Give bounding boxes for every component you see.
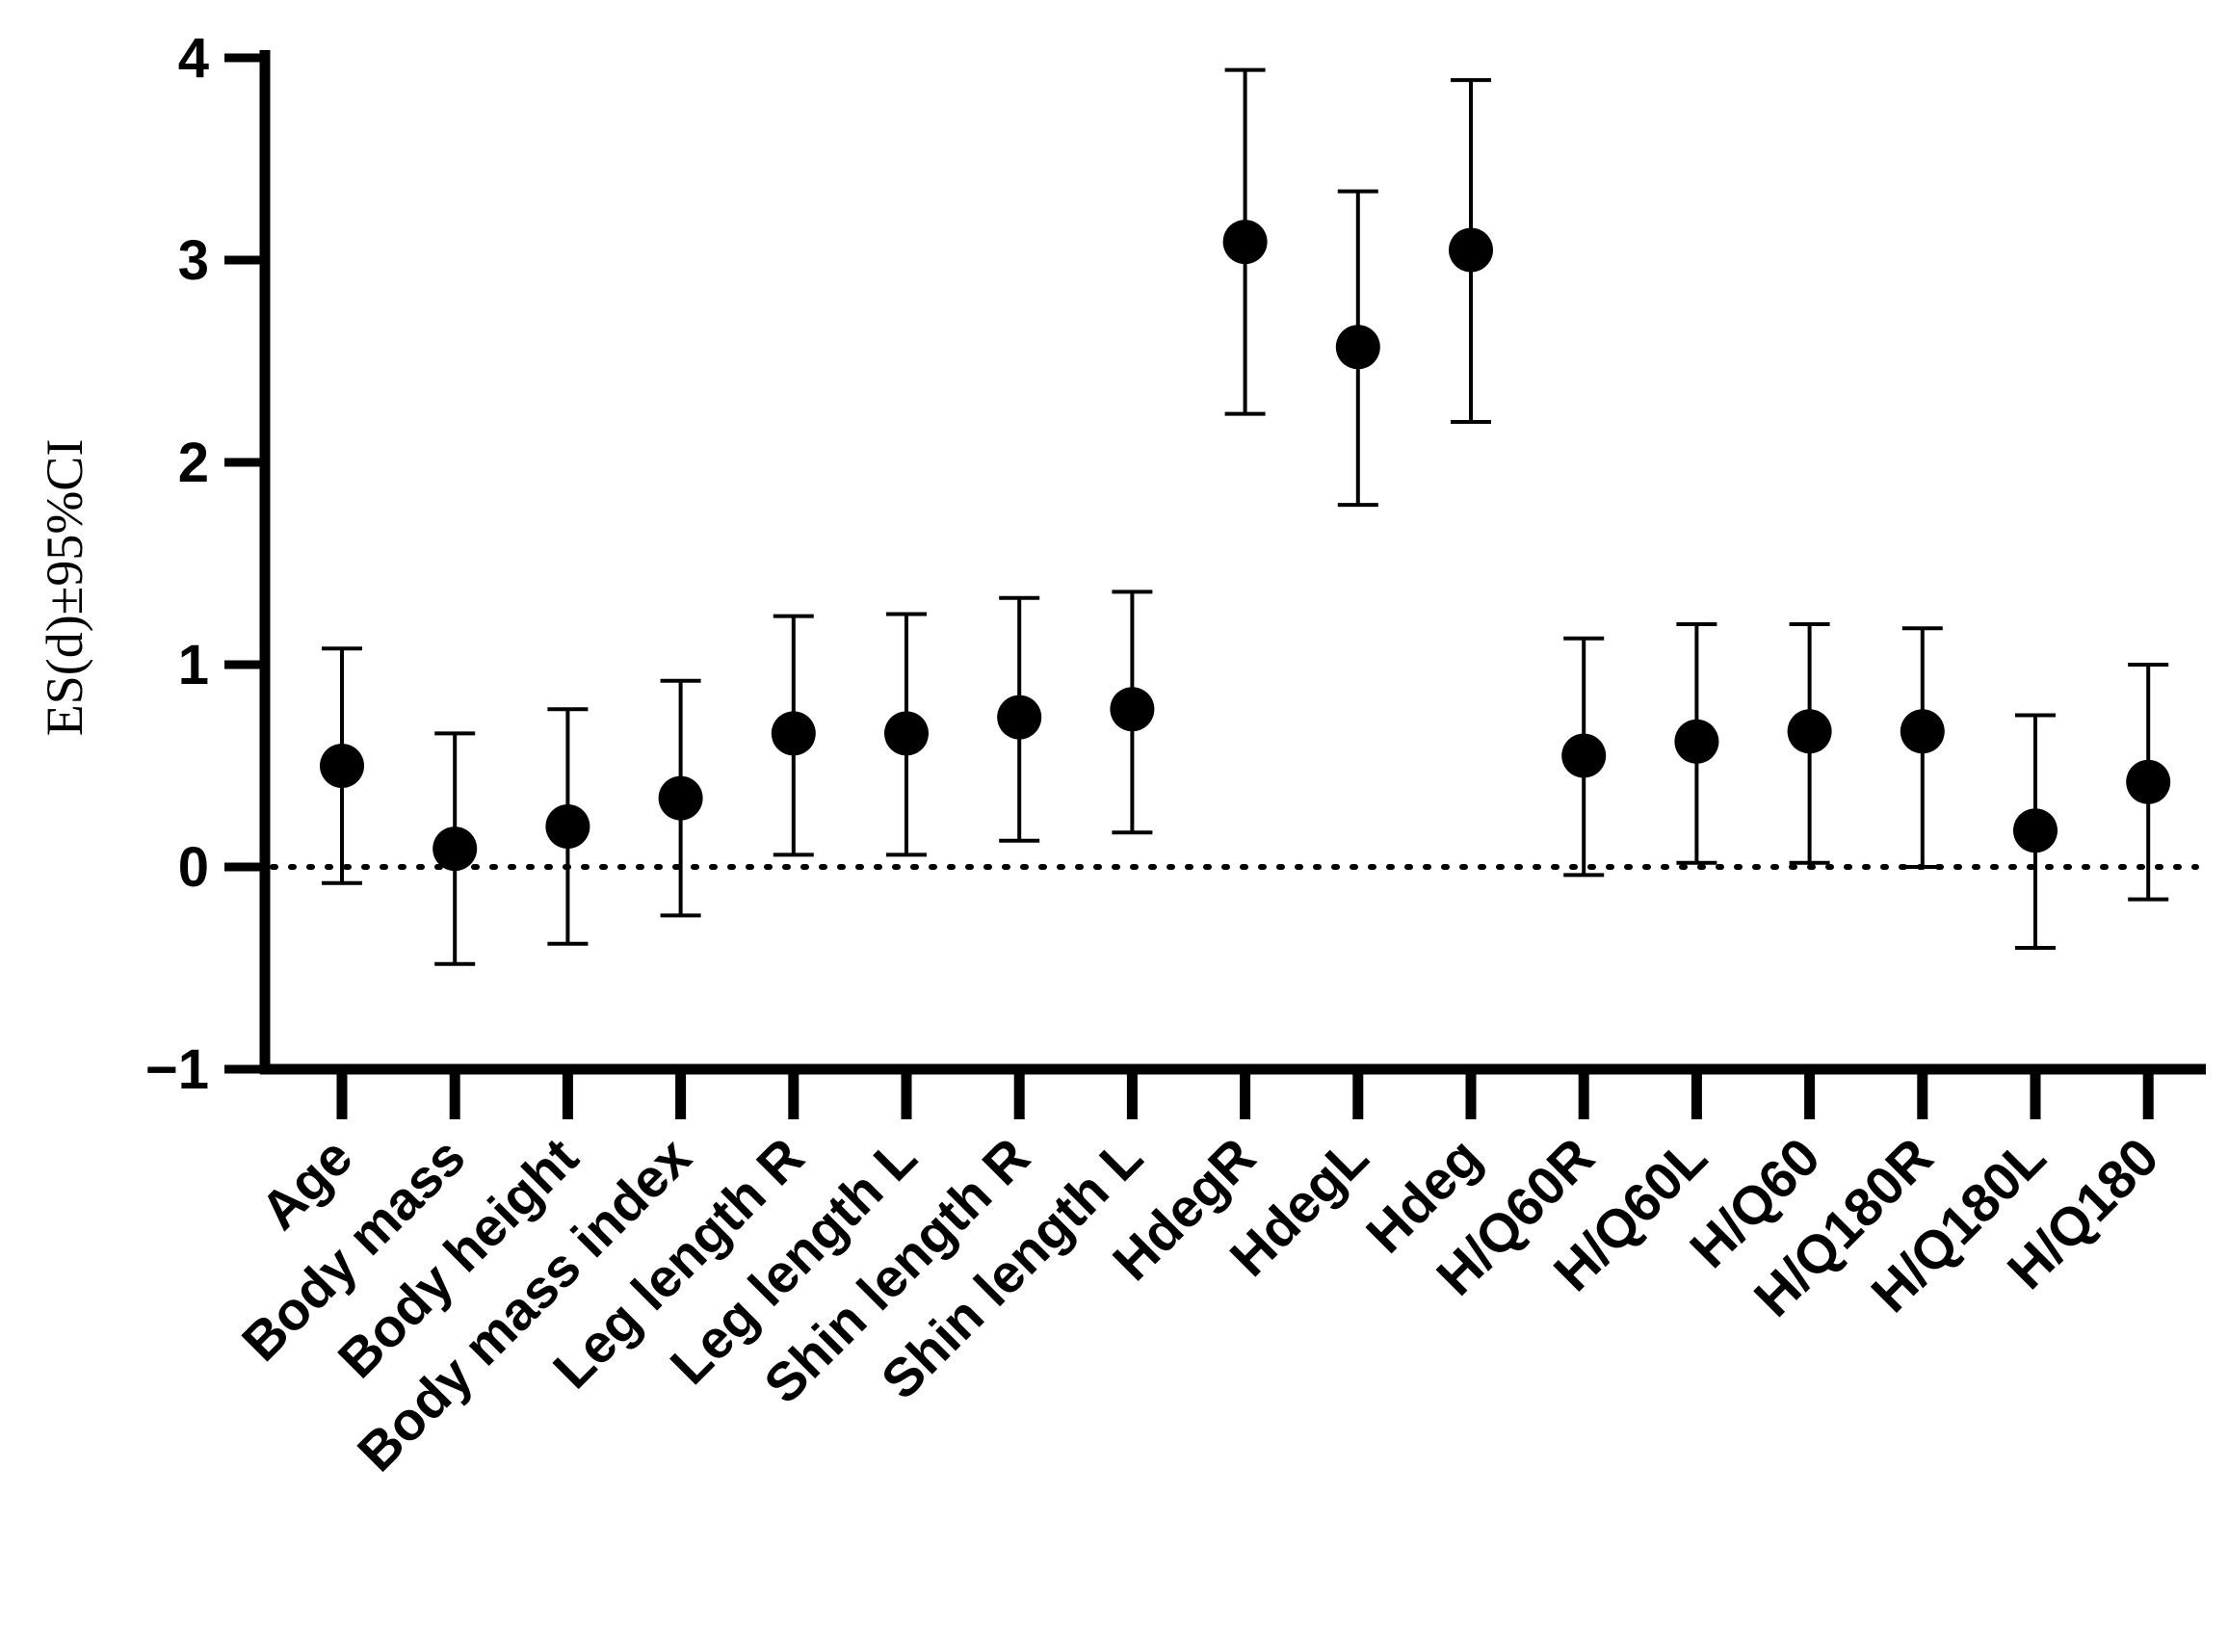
data-point	[1335, 325, 1380, 370]
data-point-group	[1110, 590, 1155, 835]
data-point-group	[1222, 67, 1268, 416]
y-tick-label: 3	[178, 229, 209, 292]
data-point	[1674, 719, 1719, 764]
data-point	[1900, 709, 1945, 754]
data-marks	[320, 67, 2171, 966]
data-point	[658, 775, 703, 821]
data-point	[997, 695, 1042, 740]
data-point-group	[997, 595, 1042, 843]
data-point-group	[2126, 663, 2171, 902]
data-point	[771, 711, 816, 756]
data-point-group	[545, 707, 590, 946]
y-tick-label: 4	[178, 27, 209, 90]
data-point-group	[771, 614, 816, 857]
data-point	[545, 804, 590, 849]
data-point-group	[432, 731, 478, 966]
data-point-group	[1787, 622, 1832, 865]
data-point	[1449, 227, 1493, 273]
data-point	[432, 826, 478, 872]
data-point-group	[884, 612, 929, 857]
data-point-group	[1335, 189, 1380, 508]
data-point	[1110, 687, 1155, 732]
axes: −1 0 1 2 3 4	[145, 27, 2206, 1119]
data-point-group	[2013, 713, 2058, 950]
y-tick-label: 2	[178, 432, 209, 494]
data-point-group	[1561, 636, 1607, 878]
y-tick-label: −1	[145, 1038, 209, 1101]
data-point-group	[1674, 622, 1719, 865]
data-point	[1787, 709, 1832, 754]
data-point	[2013, 808, 2058, 853]
data-point	[1561, 733, 1607, 778]
data-point	[320, 744, 364, 788]
data-point	[2126, 759, 2171, 804]
y-tick-label: 0	[178, 836, 209, 899]
data-point	[1222, 220, 1268, 265]
y-axis-label: ES(d)±95%CI	[36, 439, 93, 737]
data-point-group	[1449, 78, 1493, 424]
data-point-group	[1900, 626, 1945, 869]
data-point	[884, 711, 929, 756]
data-point-group	[658, 678, 703, 918]
data-point-group	[320, 646, 364, 885]
y-tick-label: 1	[178, 634, 209, 696]
